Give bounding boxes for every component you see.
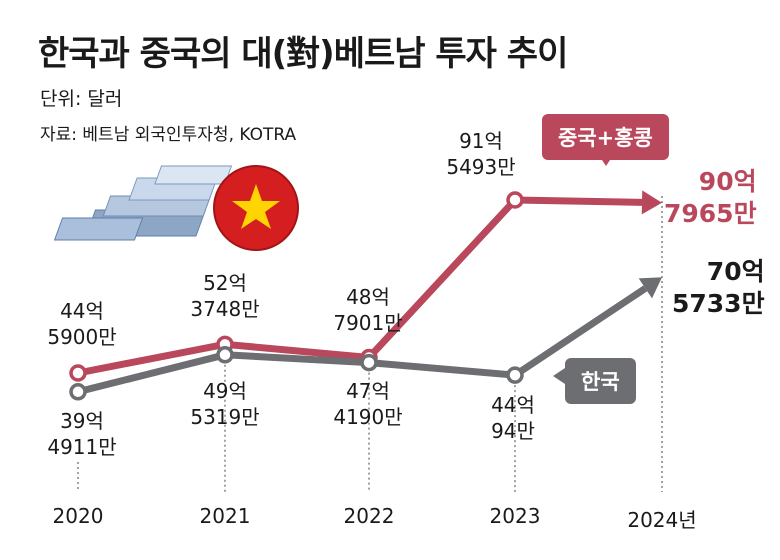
korea-point-2020 [69,383,87,401]
x-tick-2022: 2022 [343,504,395,528]
korea-label-2024: 70억 5733만 [672,257,765,318]
chart-title: 한국과 중국의 대(對)베트남 투자 추이 [38,34,568,74]
unit-label: 단위: 달러 [40,88,123,110]
china-arrow-head [641,190,662,215]
legend-korea-pointer [553,368,565,384]
china-point-2020 [69,364,87,382]
x-tick-2021: 2021 [199,504,251,528]
source-label: 자료: 베트남 외국인투자청, KOTRA [40,125,297,145]
china-label-2023: 91억 5493만 [446,129,516,179]
china-series-line [77,197,518,377]
korea-label-2022: 47억 4190만 [333,379,403,429]
china-label-2024: 90억 7965만 [664,167,757,228]
korea-arrow-head [638,277,662,299]
korea-point-2021 [216,346,234,364]
x-tick-2024: 2024년 [627,508,697,532]
vietnam-flag-icon [213,165,299,251]
china-point-2023 [506,191,524,209]
china-arrow-segment [514,196,643,206]
x-tick-2023: 2023 [489,504,541,528]
legend-china: 중국+홍콩 [542,114,669,160]
china-label-2022: 48억 7901만 [333,285,403,335]
korea-label-2023: 44억 94만 [491,393,535,443]
legend-korea: 한국 [565,358,636,404]
money-stack-icon [53,165,233,241]
korea-label-2021: 49억 5319만 [190,379,260,429]
korea-point-2022 [360,353,378,372]
korea-series-line [77,351,516,396]
korea-arrow-segment [513,285,648,379]
x-tick-2020: 2020 [52,504,104,528]
korea-label-2020: 39억 4911만 [47,409,117,459]
china-label-2021: 52억 3748만 [190,271,260,321]
korea-point-2023 [506,366,524,384]
china-label-2020: 44억 5900만 [47,299,117,349]
